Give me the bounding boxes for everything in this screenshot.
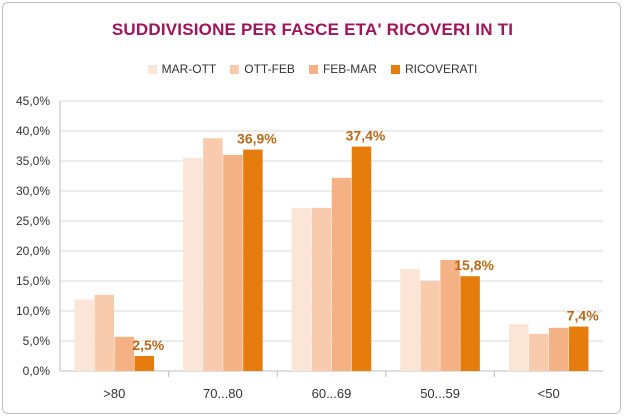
legend-item-ricoverati: RICOVERATI (390, 62, 478, 76)
data-label: 2,5% (132, 337, 164, 353)
data-label: 37,4% (346, 128, 386, 144)
bar-mar-ott-2 (291, 207, 312, 371)
x-tick-label: >80 (103, 386, 125, 401)
bar-ott-feb-0 (94, 294, 115, 371)
bar-ott-feb-2 (311, 207, 332, 371)
x-tick-label: 50...59 (420, 386, 460, 401)
x-tick-label: 60...69 (312, 386, 352, 401)
legend-swatch (230, 64, 240, 74)
bar-ricoverati-4 (568, 326, 589, 371)
legend-label: OTT-FEB (244, 62, 295, 76)
bar-mar-ott-0 (74, 299, 95, 371)
bar-mar-ott-3 (400, 269, 420, 371)
bar-feb-mar-4 (548, 327, 569, 371)
bar-feb-mar-0 (114, 336, 135, 371)
x-tick-label: 70...80 (203, 386, 243, 401)
legend-label: RICOVERATI (404, 62, 478, 76)
y-tick-label: 35,0% (16, 154, 50, 168)
bar-feb-mar-3 (440, 260, 460, 371)
y-tick-label: 20,0% (16, 244, 50, 258)
bar-mar-ott-4 (508, 324, 529, 371)
legend-swatch (308, 64, 318, 74)
legend-swatch (390, 64, 400, 74)
data-label: 7,4% (567, 308, 599, 324)
data-label: 15,8% (454, 257, 494, 273)
y-tick-label: 45,0% (16, 94, 50, 108)
bar-ott-feb-1 (203, 138, 223, 371)
legend-label: MAR-OTT (161, 62, 217, 76)
bar-ricoverati-2 (351, 146, 372, 371)
data-label: 36,9% (237, 131, 277, 147)
bar-feb-mar-2 (331, 177, 352, 371)
bar-ott-feb-3 (420, 281, 440, 371)
y-tick-label: 30,0% (16, 184, 50, 198)
y-tick-label: 40,0% (16, 124, 50, 138)
y-tick-label: 0,0% (23, 364, 51, 378)
chart-legend: MAR-OTT OTT-FEB FEB-MAR RICOVERATI (0, 62, 625, 76)
bar-ricoverati-0 (134, 356, 155, 371)
chart-title: SUDDIVISIONE PER FASCE ETA' RICOVERI IN … (111, 20, 514, 39)
bar-ott-feb-4 (528, 333, 549, 371)
bar-ricoverati-3 (460, 276, 480, 371)
legend-item-mar-ott: MAR-OTT (147, 62, 217, 76)
legend-item-ott-feb: OTT-FEB (230, 62, 295, 76)
legend-swatch (147, 64, 157, 74)
bar-feb-mar-1 (223, 155, 243, 371)
y-tick-label: 25,0% (16, 214, 50, 228)
y-tick-label: 15,0% (16, 274, 50, 288)
bar-ricoverati-1 (243, 149, 263, 371)
x-tick-label: <50 (538, 386, 560, 401)
legend-item-feb-mar: FEB-MAR (308, 62, 377, 76)
legend-label: FEB-MAR (322, 62, 377, 76)
y-tick-label: 10,0% (16, 304, 50, 318)
bar-mar-ott-1 (183, 158, 203, 371)
y-tick-label: 5,0% (23, 334, 51, 348)
